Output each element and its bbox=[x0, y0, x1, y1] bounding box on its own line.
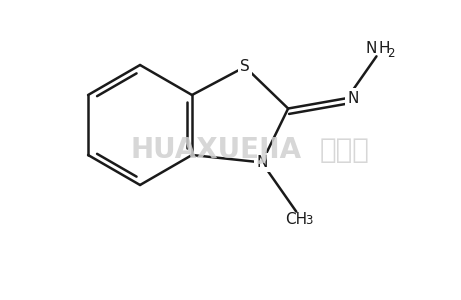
Text: N: N bbox=[256, 155, 267, 170]
Text: S: S bbox=[240, 59, 250, 74]
Text: HUAXUEJIA: HUAXUEJIA bbox=[130, 136, 301, 164]
Text: 化学加: 化学加 bbox=[320, 136, 370, 164]
Text: N: N bbox=[347, 91, 359, 106]
Text: CH: CH bbox=[285, 212, 307, 226]
Text: 2: 2 bbox=[388, 47, 395, 60]
Text: H: H bbox=[378, 41, 390, 56]
Text: 3: 3 bbox=[305, 214, 313, 226]
Text: N: N bbox=[365, 41, 377, 56]
